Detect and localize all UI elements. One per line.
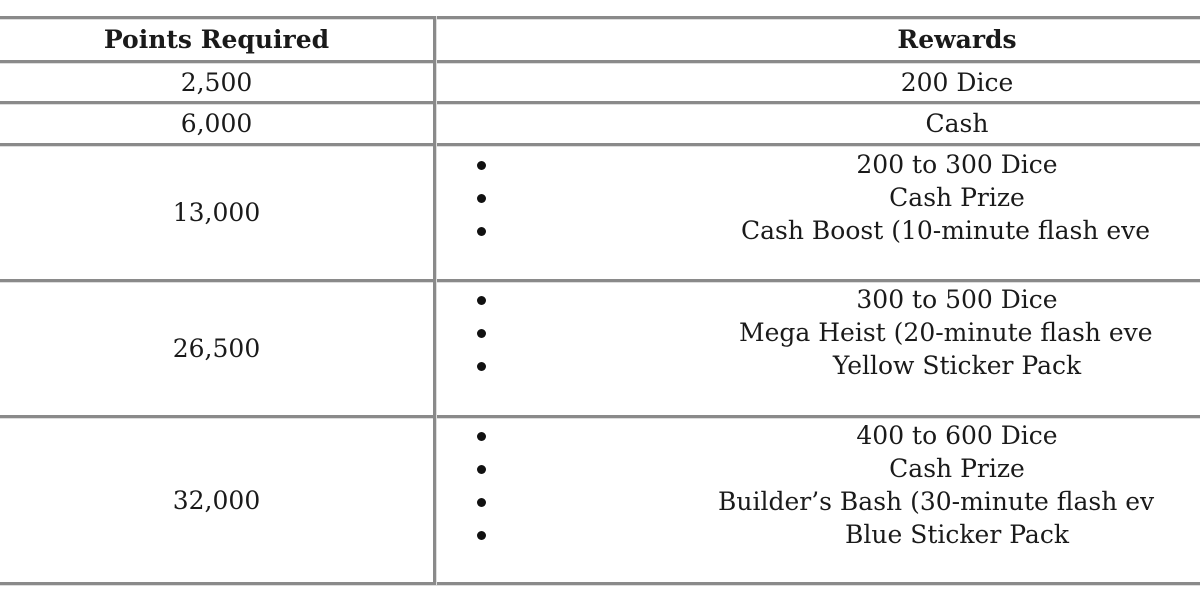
bullet-icon xyxy=(477,362,486,371)
row-divider xyxy=(0,279,1200,283)
header-rewards: Rewards xyxy=(897,25,1017,54)
list-item: 300 to 500 Dice xyxy=(437,283,1200,316)
reward-cell: Cash xyxy=(925,109,989,138)
bullet-icon xyxy=(477,432,486,441)
list-item: Cash Boost (10-minute flash eve xyxy=(437,214,1200,247)
reward-list: 400 to 600 Dice Cash Prize Builder’s Bas… xyxy=(437,419,1200,551)
list-item: 200 to 300 Dice xyxy=(437,148,1200,181)
list-item: Yellow Sticker Pack xyxy=(437,349,1200,382)
bullet-icon xyxy=(477,161,486,170)
list-item: Builder’s Bash (30-minute flash ev xyxy=(437,485,1200,518)
points-cell: 6,000 xyxy=(180,109,253,138)
bullet-icon xyxy=(477,296,486,305)
row-divider xyxy=(0,101,1200,105)
list-item: Cash Prize xyxy=(437,452,1200,485)
reward-list: 300 to 500 Dice Mega Heist (20-minute fl… xyxy=(437,283,1200,382)
header-points-required: Points Required xyxy=(103,25,330,54)
list-item: 400 to 600 Dice xyxy=(437,419,1200,452)
points-cell: 2,500 xyxy=(180,67,253,97)
points-cell: 26,500 xyxy=(172,334,261,363)
bullet-icon xyxy=(477,329,486,338)
reward-cell: 200 Dice xyxy=(900,67,1014,97)
table-border xyxy=(0,16,1200,20)
list-item: Mega Heist (20-minute flash eve xyxy=(437,316,1200,349)
row-divider xyxy=(0,415,1200,419)
table-border xyxy=(0,582,1200,586)
reward-list: 200 to 300 Dice Cash Prize Cash Boost (1… xyxy=(437,148,1200,247)
row-divider xyxy=(0,143,1200,147)
bullet-icon xyxy=(477,194,486,203)
bullet-icon xyxy=(477,531,486,540)
bullet-icon xyxy=(477,498,486,507)
list-item: Cash Prize xyxy=(437,181,1200,214)
row-divider xyxy=(0,60,1200,64)
points-cell: 32,000 xyxy=(172,485,261,515)
bullet-icon xyxy=(477,465,486,474)
list-item: Blue Sticker Pack xyxy=(437,518,1200,551)
points-cell: 13,000 xyxy=(172,198,261,227)
column-divider xyxy=(433,16,437,585)
bullet-icon xyxy=(477,227,486,236)
